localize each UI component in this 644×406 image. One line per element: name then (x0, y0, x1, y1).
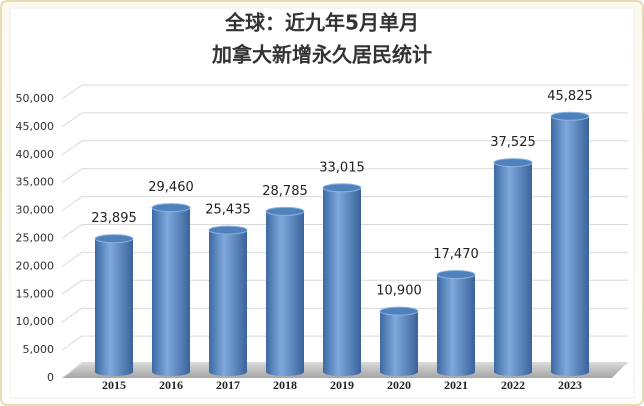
y-tick-label: 15,000 (16, 287, 55, 300)
value-label: 10,900 (376, 284, 422, 299)
grid-line (61, 168, 628, 184)
x-tick-label: 2015 (102, 378, 126, 392)
y-tick-label: 35,000 (16, 176, 55, 189)
x-tick-label: 2022 (501, 378, 525, 392)
x-tick-label: 2018 (273, 378, 297, 392)
value-label: 17,470 (433, 247, 479, 262)
bar-body (266, 211, 304, 376)
bar (379, 306, 419, 376)
y-tick-label: 0 (47, 371, 54, 384)
value-label: 29,460 (148, 180, 194, 195)
y-tick-label: 5,000 (23, 343, 55, 356)
y-tick-label: 20,000 (16, 259, 55, 272)
bar-cap (322, 183, 362, 193)
grid-line (61, 196, 628, 212)
y-tick-label: 30,000 (16, 204, 55, 217)
bar-cap (94, 234, 134, 244)
bar-cap (265, 206, 305, 216)
y-tick-label: 40,000 (16, 148, 55, 161)
bar (94, 234, 134, 376)
x-tick-label: 2023 (558, 378, 582, 392)
x-tick-label: 2017 (216, 378, 240, 392)
bar (265, 206, 305, 376)
y-tick-label: 25,000 (16, 232, 55, 245)
bar-body (209, 230, 247, 376)
bar (322, 183, 362, 376)
bar-cap (436, 270, 476, 280)
y-tick-label: 45,000 (16, 120, 55, 133)
x-tick-label: 2019 (330, 378, 354, 392)
grid-line (61, 140, 628, 156)
grid-line (61, 112, 628, 128)
bar-cap (379, 306, 419, 316)
bar-cap (550, 111, 590, 121)
bar-body (95, 238, 133, 376)
bar-cap (493, 158, 533, 168)
bar-body (551, 116, 589, 376)
chart-subtitle: 加拿大新增永久居民统计 (211, 43, 432, 67)
value-label: 25,435 (205, 203, 251, 218)
bar-cap (151, 203, 191, 213)
y-tick-label: 50,000 (16, 92, 55, 105)
chart-title: 全球：近九年5月单月 (224, 11, 419, 35)
bar (550, 111, 590, 376)
bar-cap (208, 225, 248, 235)
bar (436, 270, 476, 376)
x-tick-label: 2020 (387, 378, 411, 392)
bar (208, 225, 248, 376)
grid-line (61, 84, 628, 100)
value-label: 45,825 (547, 89, 593, 104)
grid-line (61, 251, 628, 267)
value-label: 23,895 (91, 211, 137, 226)
y-tick-label: 10,000 (16, 315, 55, 328)
bar-body (152, 207, 190, 376)
bar-body (380, 311, 418, 376)
value-label: 28,785 (262, 184, 308, 199)
value-label: 33,015 (319, 160, 365, 175)
value-label: 37,525 (490, 135, 536, 150)
grid-line (61, 224, 628, 239)
bar-body (437, 274, 475, 376)
bar (151, 203, 191, 376)
bar (493, 158, 533, 376)
x-tick-label: 2021 (444, 378, 468, 392)
x-tick-label: 2016 (159, 378, 183, 392)
bar-body (323, 187, 361, 376)
bar-body (494, 162, 532, 376)
